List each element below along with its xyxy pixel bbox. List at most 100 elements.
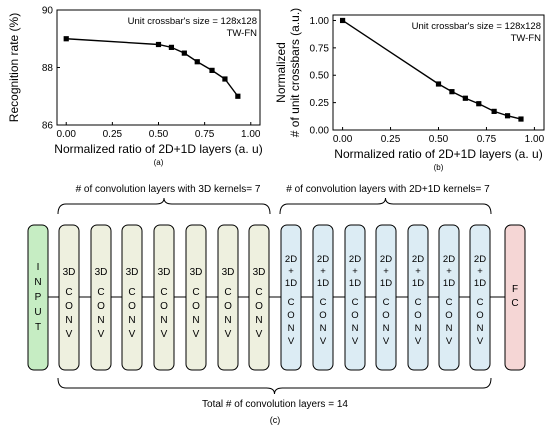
chart-b-annotation-method: TW-FN xyxy=(511,33,542,44)
chart-a-panel-label: (a) xyxy=(154,158,164,167)
conv2d1d-block-text: C xyxy=(446,297,453,308)
chart-b-data-point xyxy=(504,113,511,119)
conv3d-block-text: 3D xyxy=(63,267,76,278)
conv3d-block-text: O xyxy=(97,301,105,312)
conv3d-block-text: O xyxy=(192,301,200,312)
conv3d-block-text: V xyxy=(98,329,105,340)
chart-a-x-axis-label: Normalized ratio of 2D+1D layers (a. u) xyxy=(54,142,262,156)
conv3d-block xyxy=(58,224,80,371)
conv2d1d-block-text: N xyxy=(446,323,453,334)
conv3d-block xyxy=(153,224,175,371)
conv2d1d-block xyxy=(375,224,397,371)
conv2d1d-block-text: C xyxy=(352,297,359,308)
chart-a-y-tick-label: 90 xyxy=(42,6,54,17)
chart-a-data-point xyxy=(209,67,215,73)
conv2d1d-block-text: O xyxy=(445,310,452,321)
conv3d-block xyxy=(248,224,270,371)
conv2d1d-block-text: + xyxy=(288,266,294,277)
chart-b-data-point xyxy=(518,116,524,122)
conv3d-block-text: N xyxy=(255,315,262,326)
conv3d-block-text: V xyxy=(193,329,200,340)
conv2d1d-block xyxy=(312,224,334,371)
conv2d1d-block-text: C xyxy=(320,297,327,308)
chart-a-x-tick-label: 0.00 xyxy=(56,129,76,140)
fc-block xyxy=(504,224,526,371)
chart-b-x-axis-label: Normalized ratio of 2D+1D layers (a. u) xyxy=(334,147,542,161)
conv3d-block-text: V xyxy=(161,329,168,340)
chart-a-data-point xyxy=(63,36,69,42)
conv2d1d-block xyxy=(438,224,460,371)
chart-a-x-tick-label: 1.00 xyxy=(241,129,261,140)
chart-b-y-axis-label-line2: # of unit crossbars (a.u.) xyxy=(288,8,302,137)
chart-b-x-tick-label: 0.75 xyxy=(477,134,497,145)
conv2d1d-block-text: O xyxy=(351,310,358,321)
bottom-brace xyxy=(57,377,492,395)
input-block-text: P xyxy=(35,292,42,303)
conv2d1d-block-text: + xyxy=(446,266,452,277)
chart-a-y-tick-label: 88 xyxy=(42,63,54,74)
conv3d-block-text: N xyxy=(128,315,135,326)
conv3d-block-text: O xyxy=(224,301,232,312)
panel-label-c: (c) xyxy=(270,415,281,425)
conv2d1d-block-text: 2D xyxy=(474,254,486,265)
chart-b-y-tick-label: 0.75 xyxy=(310,43,330,54)
conv3d-block-text: O xyxy=(160,301,168,312)
conv2d1d-block-text: + xyxy=(352,266,358,277)
conv2d1d-block-text: 2D xyxy=(285,254,297,265)
conv3d-block-text: N xyxy=(65,315,72,326)
label-3d-group: # of convolution layers with 3D kernels=… xyxy=(76,184,261,195)
chart-b-data-point xyxy=(339,17,346,24)
chart-b-data-point xyxy=(449,89,455,95)
conv2d1d-block-text: + xyxy=(415,266,421,277)
chart-panel-b: 0.00 0.25 0.50 0.75 1.00 0.00 0.25 0.50 0.75 1.00… xyxy=(274,8,545,172)
conv3d-block-text: C xyxy=(97,287,104,298)
chart-b-series-line xyxy=(342,19,522,120)
label-total-layers: Total # of convolution layers = 14 xyxy=(202,399,348,410)
chart-a-x-tick-label: 0.25 xyxy=(103,129,123,140)
conv3d-block-text: 3D xyxy=(126,267,139,278)
conv2d1d-block-text: V xyxy=(320,336,327,347)
conv3d-block xyxy=(217,224,239,371)
conv3d-block-text: N xyxy=(97,315,104,326)
chart-b-x-tick-label: 1.00 xyxy=(525,134,545,145)
conv3d-block-text: O xyxy=(255,301,263,312)
conv3d-block-text: 3D xyxy=(95,267,108,278)
conv2d1d-block-text: O xyxy=(476,310,483,321)
conv2d1d-block-text: V xyxy=(415,336,422,347)
chart-a-annotation-method: TW-FN xyxy=(227,28,258,39)
conv2d1d-block-text: C xyxy=(288,297,295,308)
chart-a-data-point xyxy=(222,76,228,82)
chart-a-data-point xyxy=(155,41,162,48)
conv2d1d-block-text: 1D xyxy=(285,278,297,289)
conv2d1d-block-text: O xyxy=(287,310,294,321)
conv2d1d-block-text: V xyxy=(352,336,359,347)
conv2d1d-block-text: C xyxy=(477,297,484,308)
conv3d-block-text: V xyxy=(66,329,73,340)
input-block-text: U xyxy=(34,307,41,318)
conv2d1d-block-text: 1D xyxy=(443,278,455,289)
chart-b-data-point xyxy=(491,108,497,114)
chart-b-panel-label: (b) xyxy=(434,163,444,172)
chart-b-x-tick-label: 0.50 xyxy=(429,134,449,145)
chart-a-y-tick-label: 86 xyxy=(42,121,54,132)
diagram-body: INPUT3DCONV3DCONV3DCONV3DCONV3DCONV3DCON… xyxy=(27,197,526,395)
conv3d-block-text: C xyxy=(255,287,262,298)
chart-a-data-point xyxy=(168,44,175,50)
conv3d-block-text: C xyxy=(224,287,231,298)
chart-a-annotation-size: Unit crossbar's size = 128x128 xyxy=(128,16,257,27)
conv3d-block-text: 3D xyxy=(253,267,266,278)
conv3d-block xyxy=(90,224,112,371)
conv3d-block xyxy=(185,224,207,371)
chart-a-data-point xyxy=(194,59,200,65)
conv2d1d-block-text: 1D xyxy=(349,278,361,289)
conv2d1d-block-text: 1D xyxy=(317,278,329,289)
chart-b-data-point xyxy=(476,101,482,107)
chart-b-y-tick-label: 0.25 xyxy=(310,98,330,109)
conv2d1d-block-text: 2D xyxy=(349,254,361,265)
conv2d1d-block-text: O xyxy=(414,310,421,321)
conv2d1d-block xyxy=(344,224,366,371)
conv2d1d-block-text: C xyxy=(383,297,390,308)
chart-panel-a: 0.00 0.25 0.50 0.75 1.00 86 88 90 Unit crossbar'… xyxy=(7,6,263,168)
chart-a-data-point xyxy=(181,50,187,56)
conv2d1d-block-text: 1D xyxy=(412,278,424,289)
